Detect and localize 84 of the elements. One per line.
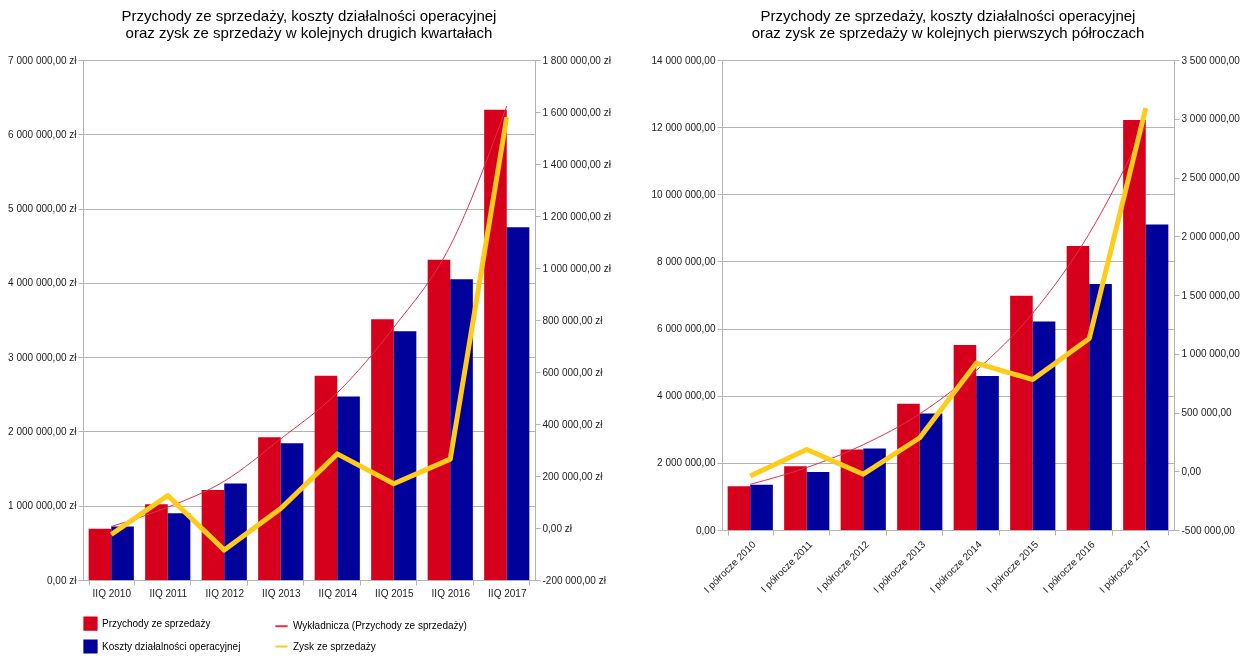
x-tick-label: IIQ 2012	[205, 587, 245, 599]
y-tick-label: 2 000 000,00	[657, 457, 716, 469]
bar	[201, 490, 225, 580]
y2-tick-label: 200 000,00 zł	[542, 470, 604, 482]
bar	[450, 279, 473, 580]
y2-tick-label: 1 800 000,00 zł	[542, 54, 612, 66]
y-tick-label: 7 000 000,00 zł	[8, 54, 78, 66]
y2-tick-label: -500 000,00	[1181, 524, 1236, 536]
bar	[750, 484, 773, 530]
y-tick-label: 3 000 000,00 zł	[8, 351, 78, 363]
x-tick-label: IIQ 2015	[375, 587, 414, 599]
bar	[919, 413, 943, 530]
bar	[840, 449, 864, 530]
bar	[784, 466, 807, 530]
y-tick-label: 5 000 000,00 zł	[8, 203, 78, 215]
y-tick-label: 4 000 000,00 zł	[8, 277, 78, 289]
bar	[145, 504, 168, 580]
bar	[427, 259, 451, 580]
bar	[337, 396, 360, 580]
y2-tick-label: 0,00	[1181, 465, 1202, 477]
legend-label: Koszty działalności operacyjnej	[102, 640, 241, 652]
x-tick-label: IIQ 2017	[488, 587, 527, 599]
bar	[111, 526, 134, 580]
bar	[727, 486, 751, 530]
y2-tick-label: 400 000,00 zł	[542, 418, 604, 430]
y2-tick-label: 1 000 000,00	[1181, 348, 1241, 360]
y2-tick-label: 1 000 000,00 zł	[542, 262, 612, 274]
text: oraz zysk ze sprzedaży w kolejnych pierwszych półroczach	[751, 24, 1145, 41]
bar	[371, 319, 394, 580]
bar	[1066, 245, 1090, 530]
bar	[258, 437, 281, 580]
y-tick-label: 2 000 000,00 zł	[8, 425, 78, 437]
bar	[863, 448, 886, 530]
y-tick-label: 6 000 000,00	[657, 323, 716, 335]
y2-tick-label: 3 000 000,00	[1181, 113, 1241, 125]
bar	[1145, 224, 1169, 530]
text: Przychody ze sprzedaży, koszty działalności operacyjnej	[121, 7, 497, 24]
bar	[484, 109, 507, 580]
y-tick-label: 4 000 000,00	[657, 390, 716, 402]
y-tick-label: 1 000 000,00 zł	[8, 500, 78, 512]
x-tick-label: IIQ 2013	[262, 587, 301, 599]
legend-label: Zysk ze sprzedaży	[293, 640, 376, 652]
y2-tick-label: 800 000,00 zł	[542, 314, 604, 326]
y-tick-label: 6 000 000,00 zł	[8, 128, 78, 140]
bar	[1089, 283, 1112, 530]
y-tick-label: 10 000 000,00	[651, 188, 716, 200]
text: oraz zysk ze sprzedaży w kolejnych drugich kwartałach	[125, 24, 493, 41]
x-tick-label: IIQ 2016	[431, 587, 471, 599]
x-tick-label: IIQ 2014	[318, 587, 358, 599]
bar	[1032, 321, 1056, 530]
y-tick-label: 12 000 000,00	[651, 121, 716, 133]
bar	[953, 345, 977, 530]
bar	[393, 331, 417, 580]
y2-tick-label: -200 000,00 zł	[542, 574, 607, 586]
y2-tick-label: 1 600 000,00 zł	[542, 106, 612, 118]
x-tick-label: IIQ 2011	[149, 587, 188, 599]
bar	[224, 483, 247, 580]
bar	[806, 471, 830, 530]
bar	[167, 513, 191, 580]
y-tick-label: 0,00 zł	[47, 574, 78, 586]
y-tick-label: 14 000 000,00	[651, 54, 716, 66]
y2-tick-label: 2 000 000,00	[1181, 230, 1241, 242]
y2-tick-label: 600 000,00 zł	[542, 366, 604, 378]
y2-tick-label: 1 200 000,00 zł	[542, 210, 612, 222]
bar	[280, 443, 304, 580]
bar	[506, 227, 530, 580]
y-tick-label: 8 000 000,00	[657, 255, 716, 267]
bar	[897, 403, 920, 530]
bar	[1010, 295, 1033, 530]
y2-tick-label: 1 400 000,00 zł	[542, 158, 612, 170]
legend-label: Przychody ze sprzedaży	[102, 617, 211, 629]
bar	[88, 528, 112, 580]
y2-tick-label: 2 500 000,00	[1181, 172, 1241, 183]
y2-tick-label: 500 000,00	[1181, 407, 1232, 418]
text: Przychody ze sprzedaży, koszty działalności operacyjnej	[760, 7, 1136, 24]
x-tick-label: IIQ 2010	[92, 587, 132, 599]
y-tick-label: 0,00	[696, 524, 716, 536]
bar	[314, 375, 338, 580]
y2-tick-label: 1 500 000,00	[1181, 289, 1241, 301]
y2-tick-label: 0,00 zł	[542, 522, 573, 534]
legend-label: Wykładnicza (Przychody ze sprzedaży)	[293, 620, 467, 632]
y2-tick-label: 3 500 000,00	[1181, 54, 1241, 66]
bar	[1123, 120, 1146, 530]
bar	[976, 375, 999, 530]
